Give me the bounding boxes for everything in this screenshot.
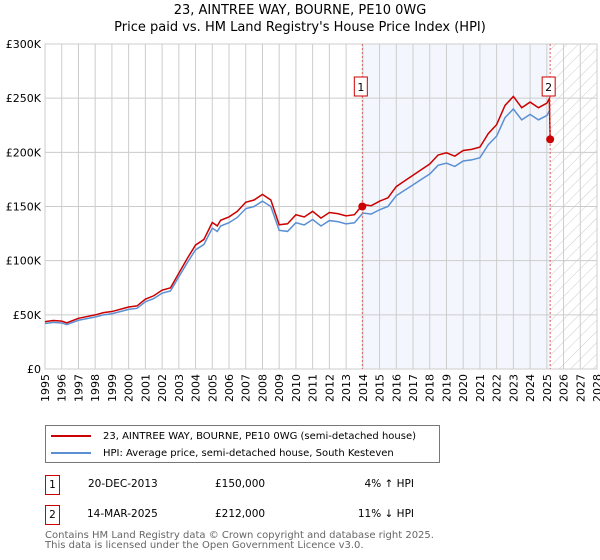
y-tick-label: £0: [27, 363, 41, 376]
x-tick-label: 2011: [307, 374, 320, 402]
x-tick-label: 2001: [139, 374, 152, 402]
sale-hpi: 4% ↑ HPI: [364, 478, 414, 490]
x-tick-label: 2003: [173, 374, 186, 402]
footer: Contains HM Land Registry data © Crown c…: [45, 531, 434, 551]
x-tick-label: 2021: [474, 374, 487, 402]
x-tick-label: 1995: [39, 374, 52, 402]
sale-price: £212,000: [215, 508, 266, 520]
sale-label-box: [353, 76, 368, 97]
y-tick-label: £100K: [6, 255, 42, 268]
x-tick-label: 2000: [123, 374, 136, 402]
y-tick-label: £200K: [6, 146, 42, 159]
sale-price: £150,000: [215, 478, 266, 490]
x-tick-label: 2016: [390, 374, 403, 402]
sale-point: [546, 135, 555, 144]
x-tick-label: 2023: [507, 374, 520, 402]
x-tick-label: 2008: [256, 374, 269, 402]
x-tick-label: 2024: [524, 374, 537, 402]
x-tick-label: 1999: [106, 374, 119, 402]
sale-point: [358, 202, 367, 211]
footer-line: Contains HM Land Registry data © Crown c…: [45, 530, 434, 541]
x-tick-label: 2012: [323, 374, 336, 402]
x-tick-label: 2014: [357, 374, 370, 402]
legend-price-line: [51, 435, 91, 437]
sale-badge: 2: [45, 505, 60, 525]
sale-row: 2 14-MAR-2025 £212,000 11% ↓ HPI: [45, 505, 445, 525]
sale-date: 20-DEC-2013: [88, 478, 158, 490]
chart-title: 23, AINTREE WAY, BOURNE, PE10 0WG: [173, 3, 427, 18]
hpi-line: [44, 107, 550, 326]
sale-row: 1 20-DEC-2013 £150,000 4% ↑ HPI: [45, 475, 445, 495]
x-tick-label: 2005: [206, 374, 219, 402]
x-tick-label: 1998: [89, 374, 102, 402]
legend-hpi-line: [51, 452, 91, 454]
plot-border: [44, 43, 598, 370]
sale-label-box: [541, 76, 556, 97]
x-tick-label: 2027: [574, 374, 587, 402]
x-tick-label: 2010: [290, 374, 303, 402]
x-tick-label: 2007: [240, 374, 253, 402]
legend-price-label: 23, AINTREE WAY, BOURNE, PE10 0WG (semi-…: [103, 430, 417, 442]
x-tick-label: 2015: [374, 374, 387, 402]
x-tick-label: 2004: [190, 374, 203, 402]
price-line: [44, 95, 551, 324]
x-tick-label: 2019: [440, 374, 453, 402]
x-tick-label: 2020: [457, 374, 470, 402]
x-tick-label: 2017: [407, 374, 420, 402]
x-tick-label: 2018: [424, 374, 437, 402]
chart-subtitle: Price paid vs. HM Land Registry's House …: [114, 20, 486, 35]
x-tick-label: 2006: [223, 374, 236, 402]
x-tick-label: 1997: [72, 374, 85, 402]
sale-label: 1: [357, 81, 364, 94]
sale-badge: 1: [45, 475, 60, 495]
x-tick-label: 2025: [541, 374, 554, 402]
legend-hpi-label: HPI: Average price, semi-detached house,…: [103, 447, 394, 459]
x-tick-label: 2028: [591, 374, 600, 402]
y-tick-label: £150K: [6, 201, 42, 214]
sale-label: 2: [545, 81, 552, 94]
legend: 23, AINTREE WAY, BOURNE, PE10 0WG (semi-…: [45, 425, 440, 463]
x-tick-label: 2022: [491, 374, 504, 402]
x-tick-label: 2009: [273, 374, 286, 402]
x-tick-label: 2013: [340, 374, 353, 402]
footer-line: This data is licensed under the Open Gov…: [45, 540, 364, 551]
y-tick-label: £50K: [13, 309, 42, 322]
x-tick-label: 2002: [156, 374, 169, 402]
y-tick-label: £250K: [6, 92, 42, 105]
y-tick-label: £300K: [6, 38, 42, 51]
sale-hpi: 11% ↓ HPI: [357, 508, 414, 520]
x-tick-label: 2026: [558, 374, 571, 402]
x-tick-label: 1996: [56, 374, 69, 402]
price-chart: 1995 1996 1997 1998 1999 2000 2001 2002 2003 2004…: [6, 38, 600, 402]
sale-date: 14-MAR-2025: [87, 508, 158, 520]
